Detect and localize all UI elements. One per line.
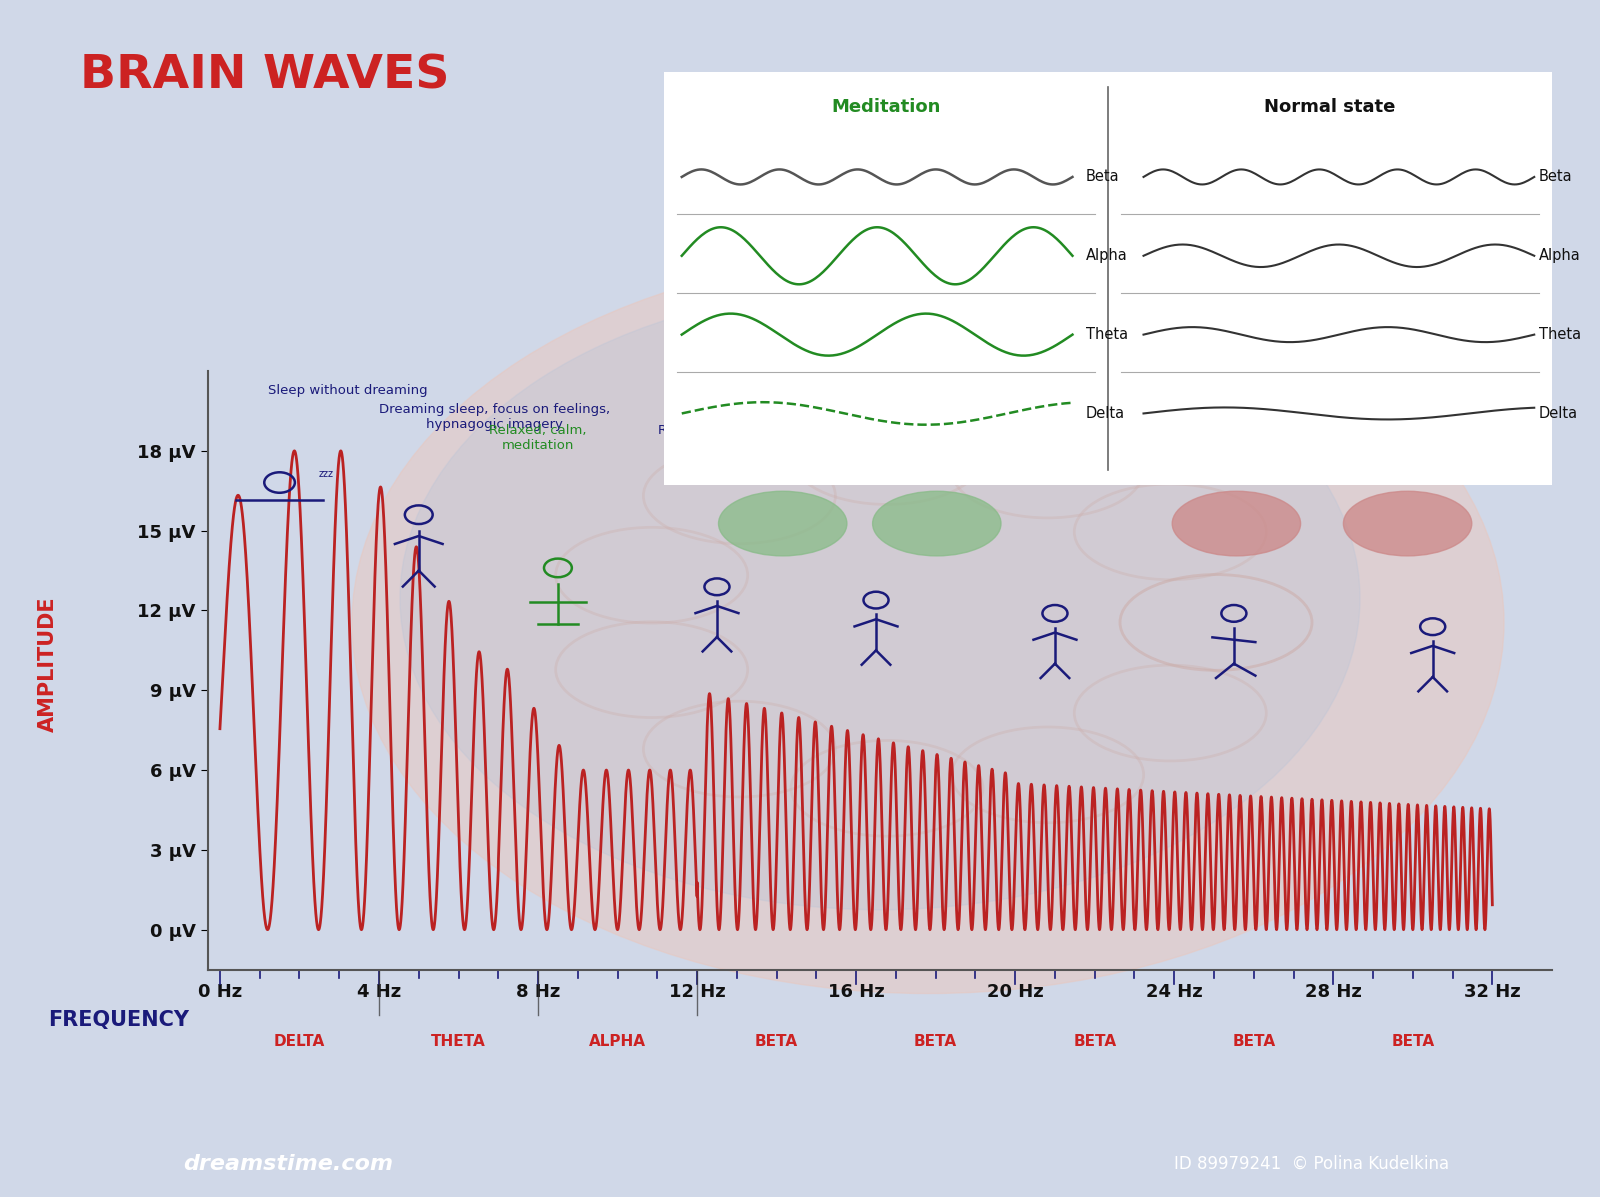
Text: BETA: BETA [1232, 1034, 1275, 1049]
Text: FREQUENCY: FREQUENCY [48, 1010, 189, 1029]
Text: BETA: BETA [1392, 1034, 1434, 1049]
Text: DELTA: DELTA [274, 1034, 325, 1049]
Text: zzz: zzz [318, 469, 334, 479]
Text: BETA: BETA [755, 1034, 798, 1049]
Text: Beta: Beta [1539, 170, 1573, 184]
Text: Theta: Theta [1539, 327, 1581, 342]
Text: Sleep without dreaming: Sleep without dreaming [267, 384, 427, 397]
Text: Delta: Delta [1539, 406, 1578, 421]
Text: BETA: BETA [1074, 1034, 1117, 1049]
Ellipse shape [400, 287, 1360, 910]
Text: ALPHA: ALPHA [589, 1034, 646, 1049]
Text: Relaxed, calm,
meditation: Relaxed, calm, meditation [490, 424, 587, 452]
Text: Active attention
directed focus: Active attention directed focus [822, 430, 930, 457]
Ellipse shape [872, 491, 1002, 555]
Text: Beta: Beta [1086, 170, 1120, 184]
Text: BETA: BETA [914, 1034, 957, 1049]
Text: Extreme anxiety,
panic: Extreme anxiety, panic [1178, 456, 1291, 485]
Text: Meditation: Meditation [832, 98, 941, 116]
Ellipse shape [1173, 491, 1301, 555]
Ellipse shape [1344, 491, 1472, 555]
Ellipse shape [352, 251, 1504, 994]
Text: Relaxed attention
and focus: Relaxed attention and focus [658, 424, 776, 452]
Text: Delta: Delta [1086, 406, 1125, 421]
Text: BRAIN WAVES: BRAIN WAVES [80, 54, 450, 99]
Text: Theta: Theta [1086, 327, 1128, 342]
Text: Loss of sense of self,
fight, robotic: Loss of sense of self, fight, robotic [1344, 456, 1482, 485]
Text: AMPLITUDE: AMPLITUDE [38, 596, 58, 733]
Text: Alpha: Alpha [1086, 248, 1128, 263]
Text: Alpha: Alpha [1539, 248, 1581, 263]
Text: Dreaming sleep, focus on feelings,
hypnagogic imagery: Dreaming sleep, focus on feelings, hypna… [379, 403, 610, 431]
Text: dreamstime.com: dreamstime.com [182, 1154, 394, 1174]
Text: Normal state: Normal state [1264, 98, 1395, 116]
FancyBboxPatch shape [659, 68, 1557, 488]
Text: Middle anxiety: Middle anxiety [1006, 438, 1104, 450]
Text: THETA: THETA [430, 1034, 486, 1049]
Text: ID 89979241  © Polina Kudelkina: ID 89979241 © Polina Kudelkina [1174, 1155, 1450, 1173]
Ellipse shape [718, 491, 846, 555]
